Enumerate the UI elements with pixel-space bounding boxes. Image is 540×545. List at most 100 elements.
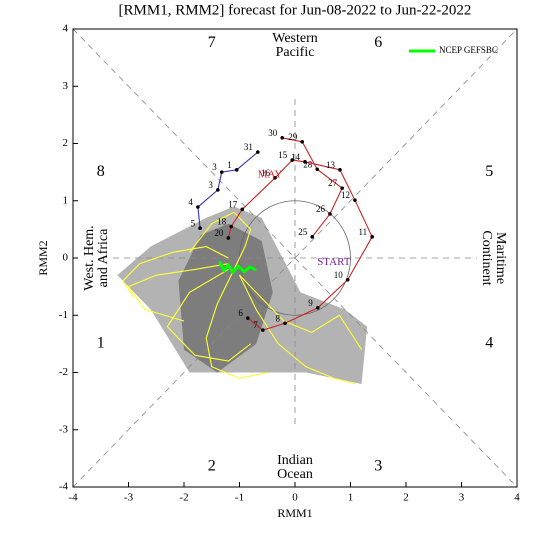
forecast-point [242, 270, 246, 274]
day-label: 16 [261, 168, 271, 178]
day-label: 29 [288, 132, 298, 142]
region-label: Maritime [493, 232, 508, 284]
phase-label: 7 [208, 34, 216, 51]
x-tick-label: -1 [235, 492, 244, 504]
forecast-point [222, 269, 226, 273]
ensemble-member [122, 246, 229, 299]
observed-point [246, 316, 250, 320]
day-label: 11 [358, 227, 367, 237]
day-label: 7 [253, 320, 258, 330]
phase-divider [73, 29, 517, 487]
forecast-point [218, 261, 222, 265]
day-label: 18 [217, 217, 227, 227]
ensemble-member [189, 211, 252, 270]
x-axis-label: RMM1 [277, 506, 312, 520]
observed-point [226, 236, 231, 240]
day-label: 8 [276, 313, 281, 323]
day-label: 3 [208, 180, 213, 190]
annotation: START [317, 256, 351, 268]
observed-point [290, 158, 295, 162]
day-label: 30 [268, 128, 278, 138]
observed-point [315, 306, 320, 310]
observed-point [370, 235, 374, 239]
y-tick-label: -3 [59, 423, 69, 435]
x-tick-label: 1 [348, 492, 354, 504]
y-tick-label: -4 [59, 481, 69, 493]
forecast-point [236, 264, 240, 268]
observed-path [282, 137, 343, 238]
day-label: 4 [188, 197, 193, 207]
phase-label: 1 [97, 335, 105, 352]
y-tick-label: 2 [63, 137, 69, 149]
forecast-point [226, 263, 230, 267]
observed-point [273, 176, 277, 180]
day-label: 5 [191, 218, 196, 228]
observed-point [328, 212, 332, 216]
observed-point [303, 160, 307, 164]
day-label: 17 [228, 199, 238, 209]
observed-point [338, 168, 342, 172]
day-label: 6 [238, 308, 243, 318]
annotation: MAY [258, 169, 283, 181]
region-label: and Africa [96, 228, 111, 287]
phase-label: 6 [374, 34, 382, 51]
y-tick-label: -2 [59, 366, 68, 378]
day-label: 3 [212, 162, 217, 172]
phase-label: 8 [97, 163, 105, 180]
observed-point [234, 168, 239, 172]
observed-point [216, 188, 220, 192]
y-tick-label: 1 [63, 194, 69, 206]
y-tick-label: 0 [63, 252, 69, 264]
region-label: West. Hem. [82, 225, 97, 290]
observed-point [340, 186, 344, 190]
observed-point [353, 198, 357, 202]
x-tick-label: 3 [459, 492, 465, 504]
day-label: 13 [326, 160, 336, 170]
ensemble-member [127, 263, 229, 322]
day-label: 14 [291, 152, 301, 162]
region-label: Western [272, 31, 318, 46]
x-tick-label: 4 [514, 492, 520, 504]
forecast-point [231, 270, 235, 274]
phase-label: 5 [485, 163, 493, 180]
y-tick-label: -1 [59, 309, 68, 321]
region-label: Ocean [277, 467, 313, 482]
ensemble-spread [178, 223, 273, 373]
day-label: 12 [341, 190, 350, 200]
region-label: Indian [277, 453, 313, 468]
observed-point [240, 207, 245, 212]
observed-point [280, 135, 285, 140]
y-tick-label: 4 [63, 23, 69, 35]
ensemble-member [239, 274, 357, 385]
ensemble-member [166, 268, 251, 362]
forecast-point [247, 265, 251, 269]
day-label: 20 [214, 228, 224, 238]
observed-point [198, 226, 202, 231]
observed-point [256, 150, 260, 154]
ensemble-member [239, 274, 363, 350]
observed-point [283, 321, 287, 326]
x-tick-label: 0 [292, 492, 298, 504]
day-label: 10 [334, 270, 344, 280]
observed-point [300, 139, 305, 144]
day-label: 27 [328, 178, 338, 188]
observed-point [310, 235, 315, 239]
observed-point [315, 167, 320, 172]
day-label: 9 [308, 298, 313, 308]
observed-path [197, 151, 259, 229]
y-axis-label: RMM2 [36, 240, 50, 275]
observed-point [261, 328, 265, 332]
observed-path [227, 159, 373, 331]
phase-label: 2 [208, 458, 216, 475]
day-label: 15 [278, 150, 288, 160]
chart-title: [RMM1, RMM2] forecast for Jun-08-2022 to… [119, 2, 472, 18]
forecast-point [253, 267, 257, 271]
day-label: 26 [316, 204, 326, 214]
x-tick-label: -2 [179, 492, 188, 504]
day-label: 31 [244, 142, 253, 152]
region-label: Continent [479, 230, 494, 285]
phase-label: 3 [374, 458, 382, 475]
day-label: 28 [303, 159, 313, 169]
y-tick-label: 3 [63, 80, 69, 92]
